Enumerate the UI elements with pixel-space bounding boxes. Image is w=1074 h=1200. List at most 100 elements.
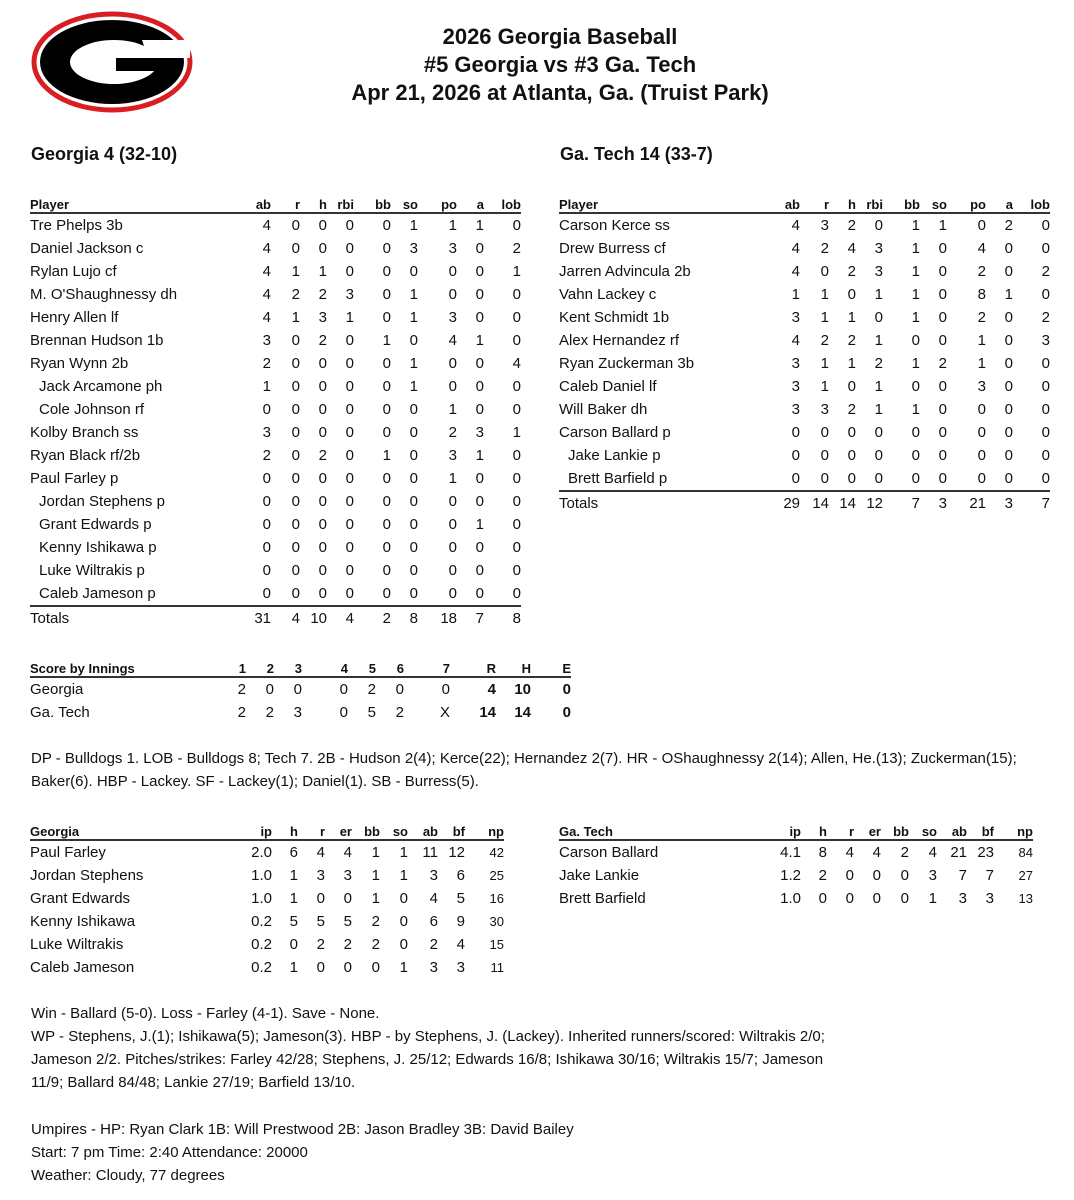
stat-a: 0 xyxy=(1004,424,1013,441)
stat-bb: 0 xyxy=(382,378,391,395)
stat-a: 0 xyxy=(1004,263,1013,280)
total-h: 14 xyxy=(839,495,856,512)
player-name: Grant Edwards p xyxy=(39,516,152,533)
pitcher-name: Luke Wiltrakis xyxy=(30,936,124,953)
stat-ip: 1.2 xyxy=(780,867,801,884)
pitcher-row: Grant Edwards 1.0 1 0 0 1 0 4 5 16 xyxy=(30,887,504,910)
stat-lob: 1 xyxy=(512,263,521,280)
total-h: 10 xyxy=(310,610,327,627)
stat-so: 0 xyxy=(409,470,418,487)
tech-batting-table: Player ab r h rbi bb so po a lob Carson Kerce ss 4 3… xyxy=(559,194,1050,515)
column-header-Player: Player xyxy=(30,194,240,214)
stat-h: 0 xyxy=(289,936,298,953)
stat-rbi: 0 xyxy=(345,217,354,234)
total-a: 7 xyxy=(475,610,484,627)
stat-r: 1 xyxy=(820,355,829,372)
total-ab: 31 xyxy=(254,610,271,627)
stat-h: 1 xyxy=(847,355,856,372)
stat-ab: 0 xyxy=(262,401,271,418)
stat-so: 0 xyxy=(938,240,947,257)
header-R: R xyxy=(450,658,496,678)
pitcher-name: Caleb Jameson xyxy=(30,959,135,976)
stat-so: 4 xyxy=(928,844,937,861)
stat-ab: 1 xyxy=(791,286,800,303)
player-name: Henry Allen lf xyxy=(30,309,119,326)
stat-bb: 2 xyxy=(371,936,380,953)
header-row: Score by Innings 1 2 3 4 5 6 7 R H E xyxy=(30,658,571,678)
stat-h: 0 xyxy=(318,424,327,441)
column-header-r: r xyxy=(800,194,829,214)
stat-lob: 0 xyxy=(1041,355,1050,372)
stat-a: 0 xyxy=(475,355,484,372)
column-header-h: h xyxy=(272,821,298,841)
totals-row: Totals 29 14 14 12 7 3 21 3 7 xyxy=(559,491,1050,515)
player-row: Paul Farley p 0 0 0 0 0 0 1 0 0 xyxy=(30,467,521,490)
inning-5-runs: 5 xyxy=(367,704,376,721)
stat-np: 42 xyxy=(489,845,504,860)
column-header-ab: ab xyxy=(769,194,800,214)
inning-header-4: 4 xyxy=(302,658,348,678)
stat-ab: 11 xyxy=(422,844,438,861)
pitcher-name: Paul Farley xyxy=(30,844,106,861)
stat-so: 0 xyxy=(409,493,418,510)
stat-a: 1 xyxy=(475,332,484,349)
column-header-rbi: rbi xyxy=(856,194,883,214)
stat-so: 0 xyxy=(938,263,947,280)
stat-po: 0 xyxy=(448,263,457,280)
stat-r: 1 xyxy=(820,309,829,326)
stat-po: 0 xyxy=(448,493,457,510)
stat-bb: 1 xyxy=(371,844,380,861)
pitcher-row: Jordan Stephens 1.0 1 3 3 1 1 3 6 25 xyxy=(30,864,504,887)
stat-so: 1 xyxy=(399,959,408,976)
player-name: Drew Burress cf xyxy=(559,240,666,257)
player-row: Will Baker dh 3 3 2 1 1 0 0 0 0 xyxy=(559,398,1050,421)
stat-lob: 2 xyxy=(512,240,521,257)
inning-1-runs: 2 xyxy=(237,704,246,721)
pitcher-row: Carson Ballard 4.1 8 4 4 2 4 21 23 84 xyxy=(559,840,1033,864)
stat-lob: 0 xyxy=(1041,240,1050,257)
stat-lob: 0 xyxy=(1041,378,1050,395)
player-row: Jarren Advincula 2b 4 0 2 3 1 0 2 0 2 xyxy=(559,260,1050,283)
total-po: 21 xyxy=(969,495,986,512)
player-row: Kolby Branch ss 3 0 0 0 0 0 2 3 1 xyxy=(30,421,521,444)
stat-np: 16 xyxy=(489,891,504,906)
title-line-1: 2026 Georgia Baseball xyxy=(442,24,678,49)
stat-bb: 0 xyxy=(382,240,391,257)
inning-header-6: 6 xyxy=(376,658,404,678)
stat-ab: 3 xyxy=(958,890,967,907)
totals-label: Totals xyxy=(559,495,599,512)
totals-row: Totals 31 4 10 4 2 8 18 7 8 xyxy=(30,606,521,630)
stat-lob: 0 xyxy=(512,493,521,510)
total-H: 10 xyxy=(514,681,531,698)
stat-rbi: 0 xyxy=(874,309,883,326)
stat-r: 0 xyxy=(291,332,300,349)
total-a: 3 xyxy=(1004,495,1013,512)
stat-po: 2 xyxy=(977,263,986,280)
stat-bb: 2 xyxy=(371,913,380,930)
inning-6-runs: 2 xyxy=(395,704,404,721)
stat-ab: 0 xyxy=(791,447,800,464)
stat-rbi: 0 xyxy=(345,355,354,372)
stat-po: 0 xyxy=(977,401,986,418)
column-header-np: np xyxy=(994,821,1033,841)
stat-np: 13 xyxy=(1018,891,1033,906)
stat-po: 8 xyxy=(977,286,986,303)
stat-np: 27 xyxy=(1018,868,1033,883)
stat-h: 0 xyxy=(318,493,327,510)
stat-ab: 2 xyxy=(429,936,438,953)
stat-po: 0 xyxy=(977,447,986,464)
stat-a: 0 xyxy=(475,470,484,487)
stat-r: 0 xyxy=(820,424,829,441)
column-header-a: a xyxy=(457,194,484,214)
pitcher-name: Jake Lankie xyxy=(559,867,640,884)
stat-so: 1 xyxy=(938,217,947,234)
stat-rbi: 1 xyxy=(874,286,883,303)
total-lob: 8 xyxy=(512,610,521,627)
stat-so: 0 xyxy=(938,332,947,349)
stat-a: 0 xyxy=(475,378,484,395)
stat-lob: 0 xyxy=(512,332,521,349)
stat-r: 0 xyxy=(291,355,300,372)
stat-r: 0 xyxy=(800,467,829,492)
stat-lob: 0 xyxy=(512,217,521,234)
